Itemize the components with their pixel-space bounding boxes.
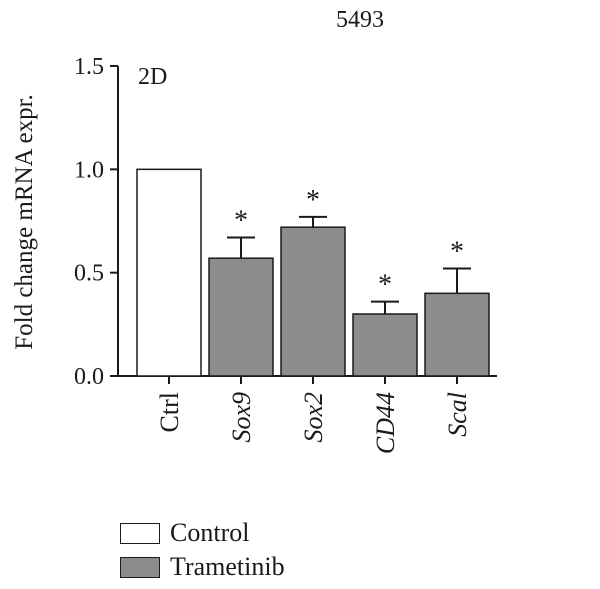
legend-swatch-trametinib [120,556,160,578]
significance-marker: * [378,270,392,301]
significance-marker: * [306,185,320,216]
x-tick-label: CD44 [371,392,400,454]
significance-marker: * [450,237,464,268]
x-tick-label: Ctrl [155,392,184,432]
y-tick-label: 0.0 [74,364,104,390]
legend-label-trametinib: Trametinib [170,552,285,581]
x-tick-label: Sox2 [299,392,328,443]
significance-marker: * [234,206,248,237]
x-tick-label: Scal [443,392,472,437]
legend-item-trametinib: Trametinib [120,550,285,584]
y-tick-label: 1.5 [74,54,104,80]
legend-item-control: Control [120,516,285,550]
y-tick-label: 1.0 [74,157,104,183]
y-tick-label: 0.5 [74,261,104,287]
legend-label-control: Control [170,518,250,547]
chart-title: 5493 [336,7,384,33]
legend-swatch-control [120,522,160,544]
bar [352,313,418,377]
axes: 0.0 0.5 1.0 1.5 Ctrl Sox9 Sox2 CD44 Scal [74,54,497,454]
bar [280,226,346,377]
bar [424,292,490,377]
bar [136,168,202,377]
legend: Control Trametinib [120,516,285,584]
bar [208,257,274,377]
bars-group: * * * * [136,168,490,377]
panel-label: 2D [138,64,167,90]
x-tick-label: Sox9 [227,392,256,443]
y-axis-label: Fold change mRNA expr. [11,94,38,350]
